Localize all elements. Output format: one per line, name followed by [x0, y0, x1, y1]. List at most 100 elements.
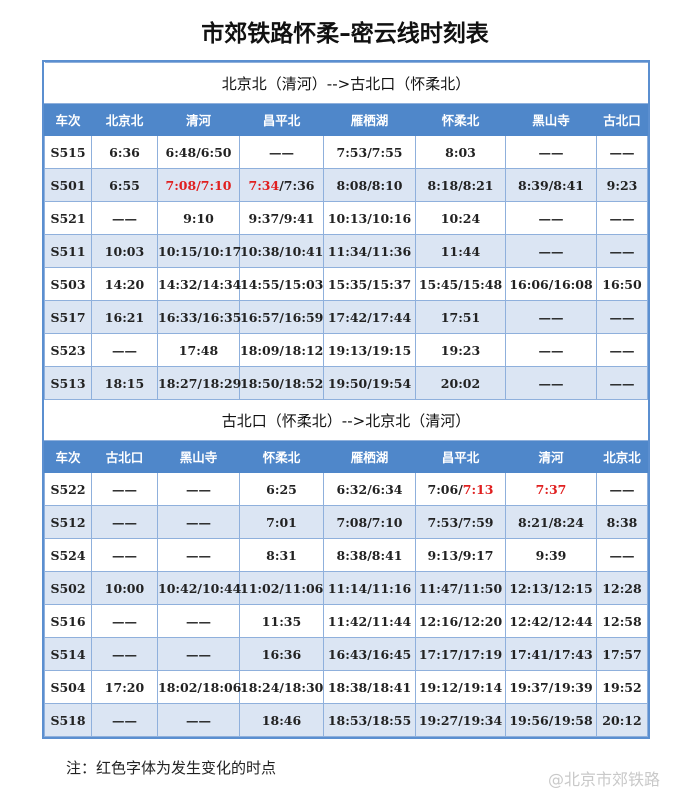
train-number-cell: S523 [44, 333, 92, 367]
time-cell: 16:06/16:08 [505, 267, 597, 301]
column-header: 雁栖湖 [323, 440, 416, 473]
time-cell: 14:20 [91, 267, 158, 301]
time-cell: 17:51 [415, 300, 506, 334]
table-row: S521 —— 9:10 9:37/9:41 10:13/10:16 10:24 —— —— [44, 201, 648, 235]
time-cell: 17:42/17:44 [323, 300, 416, 334]
column-header: 车次 [44, 103, 92, 136]
time-cell: 8:18/8:21 [415, 168, 506, 202]
watermark: @北京市郊铁路 [548, 770, 661, 789]
time-cell: 8:39/8:41 [505, 168, 597, 202]
time-cell: 12:58 [596, 604, 648, 638]
time-cell: 18:53/18:55 [323, 703, 416, 737]
time-cell: 7:01 [239, 505, 324, 539]
train-number-cell: S511 [44, 234, 92, 268]
train-number-cell: S514 [44, 637, 92, 671]
train-number-cell: S524 [44, 538, 92, 572]
time-cell: 14:32/14:34 [157, 267, 241, 301]
time-cell: 8:21/8:24 [505, 505, 597, 539]
timetable: 北京北（清河）-->古北口（怀柔北） 车次 北京北 清河 昌平北 雁栖湖 怀柔北 黑山寺 古北口… [42, 60, 650, 739]
train-number-cell: S518 [44, 703, 92, 737]
time-cell: 8:38/8:41 [323, 538, 416, 572]
time-cell: 16:33/16:35 [157, 300, 241, 334]
table-row: S513 18:15 18:27/18:29 18:50/18:52 19:50/19:… [44, 366, 648, 400]
train-number-cell: S516 [44, 604, 92, 638]
time-cell: 7:37 [505, 472, 597, 506]
time-cell: 18:50/18:52 [239, 366, 324, 400]
table-row: S518 —— —— 18:46 18:53/18:55 19:27/19:34 19:56… [44, 703, 648, 737]
table-row: S502 10:00 10:42/10:44 11:02/11:06 11:14/11:… [44, 571, 648, 605]
column-header: 古北口 [91, 440, 158, 473]
section-heading: 古北口（怀柔北）-->北京北（清河） [44, 399, 648, 441]
column-header: 黑山寺 [157, 440, 240, 473]
time-cell: 19:52 [596, 670, 648, 704]
train-number-cell: S515 [44, 135, 92, 169]
table-row: S503 14:20 14:32/14:34 14:55/15:03 15:35/15:… [44, 267, 648, 301]
time-cell: —— [505, 234, 597, 268]
time-cell: 15:35/15:37 [323, 267, 416, 301]
column-header: 昌平北 [239, 103, 324, 136]
time-cell: —— [91, 538, 158, 572]
train-number-cell: S501 [44, 168, 92, 202]
time-cell: 6:55 [91, 168, 158, 202]
time-cell: 11:14/11:16 [323, 571, 416, 605]
table-row: S514 —— —— 16:36 16:43/16:45 17:17/17:19 17:41… [44, 637, 648, 671]
table-row: S515 6:36 6:48/6:50 —— 7:53/7:55 8:03 —— —— [44, 135, 648, 169]
header-row: 车次 北京北 清河 昌平北 雁栖湖 怀柔北 黑山寺 古北口 [44, 103, 648, 136]
time-cell: —— [596, 135, 648, 169]
time-cell: 11:47/11:50 [415, 571, 506, 605]
time-cell: 11:44 [415, 234, 506, 268]
time-cell: 9:13/9:17 [415, 538, 506, 572]
time-cell: —— [596, 201, 648, 235]
time-cell: 7:53/7:55 [323, 135, 416, 169]
time-cell: 10:38/10:41 [239, 234, 324, 268]
time-cell: 19:56/19:58 [505, 703, 597, 737]
time-cell: 12:16/12:20 [415, 604, 506, 638]
time-cell: 10:03 [91, 234, 158, 268]
time-cell: 9:37/9:41 [239, 201, 324, 235]
time-cell: 11:35 [239, 604, 324, 638]
time-cell: —— [91, 472, 158, 506]
column-header: 车次 [44, 440, 92, 473]
time-cell: —— [596, 234, 648, 268]
time-cell: 17:41/17:43 [505, 637, 597, 671]
changed-time: 7:13 [462, 481, 494, 497]
time-cell: 7:34/7:36 [239, 168, 324, 202]
column-header: 清河 [157, 103, 240, 136]
time-cell: 8:31 [239, 538, 324, 572]
time-cell: 6:32/6:34 [323, 472, 416, 506]
train-number-cell: S512 [44, 505, 92, 539]
header-row: 车次 古北口 黑山寺 怀柔北 雁栖湖 昌平北 清河 北京北 [44, 440, 648, 473]
time-cell: —— [157, 703, 240, 737]
time-cell: 8:38 [596, 505, 648, 539]
table-row: S524 —— —— 8:31 8:38/8:41 9:13/9:17 9:39 —— [44, 538, 648, 572]
column-header: 黑山寺 [505, 103, 597, 136]
table-row: S512 —— —— 7:01 7:08/7:10 7:53/7:59 8:21/8:24 8… [44, 505, 648, 539]
time-cell: 19:23 [415, 333, 506, 367]
time-cell: 19:50/19:54 [323, 366, 416, 400]
time-cell: 20:12 [596, 703, 648, 737]
time-cell: 9:23 [596, 168, 648, 202]
time-cell: 20:02 [415, 366, 506, 400]
time-cell: 16:21 [91, 300, 158, 334]
page-title: 市郊铁路怀柔–密云线时刻表 [201, 21, 489, 47]
table-row: S523 —— 17:48 18:09/18:12 19:13/19:15 19:23 ——… [44, 333, 648, 367]
changed-time: 7:08/7:10 [165, 177, 232, 193]
time-cell: 18:46 [239, 703, 324, 737]
time-cell: 19:13/19:15 [323, 333, 416, 367]
train-number-cell: S502 [44, 571, 92, 605]
time-cell: 12:13/12:15 [505, 571, 597, 605]
table-row: S504 17:20 18:02/18:06 18:24/18:30 18:38/18:… [44, 670, 648, 704]
time-cell: 10:15/10:17 [157, 234, 241, 268]
time-text: 7:06/ [427, 481, 463, 497]
time-cell: 16:43/16:45 [323, 637, 416, 671]
table-row: S501 6:55 7:08/7:10 7:34/7:36 8:08/8:10 8:18/… [44, 168, 648, 202]
time-cell: 6:36 [91, 135, 158, 169]
footnote: 注：红色字体为发生变化的时点 [66, 759, 277, 777]
time-cell: 10:13/10:16 [323, 201, 416, 235]
time-cell: —— [157, 505, 240, 539]
section-heading-row: 北京北（清河）-->古北口（怀柔北） [44, 62, 648, 104]
time-cell: 10:00 [91, 571, 158, 605]
time-cell: —— [91, 505, 158, 539]
time-cell: 12:28 [596, 571, 648, 605]
table-row: S517 16:21 16:33/16:35 16:57/16:59 17:42/17:… [44, 300, 648, 334]
